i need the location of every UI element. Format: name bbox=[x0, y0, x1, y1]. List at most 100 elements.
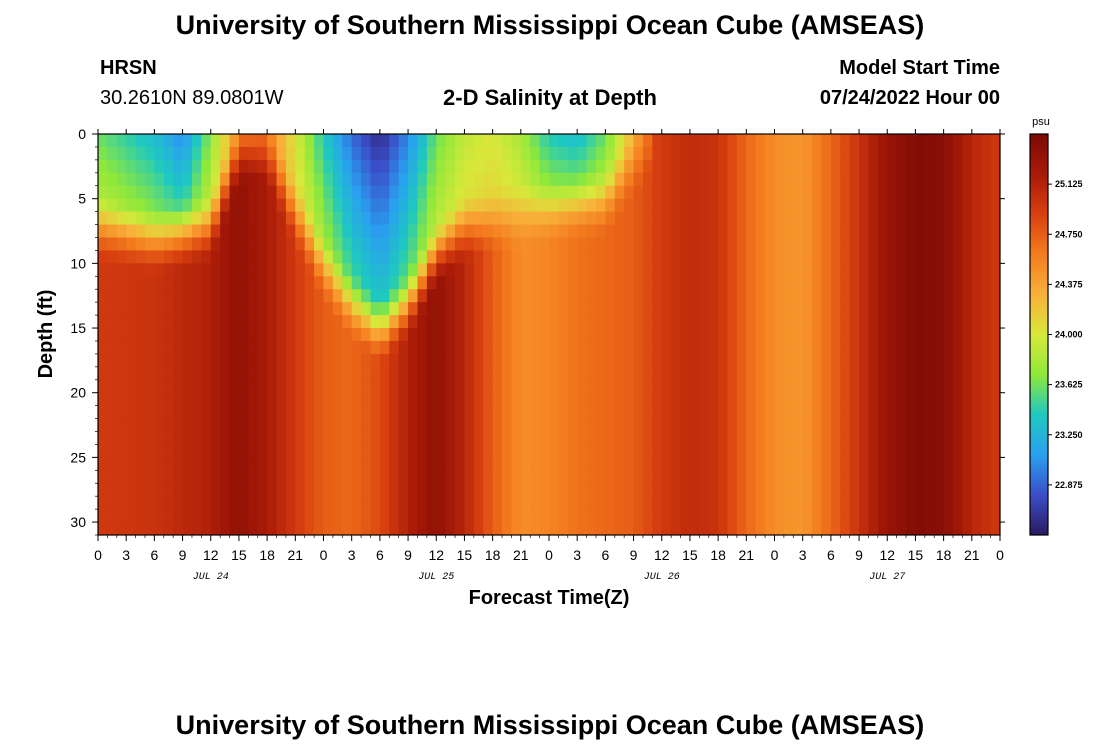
heatmap-cell bbox=[304, 315, 315, 329]
heatmap-cell bbox=[746, 159, 757, 174]
heatmap-cell bbox=[464, 134, 475, 148]
heatmap-cell bbox=[793, 263, 804, 277]
heatmap-cell bbox=[182, 185, 193, 200]
heatmap-cell bbox=[736, 302, 747, 316]
heatmap-cell bbox=[605, 302, 616, 316]
heatmap-cell bbox=[567, 224, 578, 239]
heatmap-cell bbox=[567, 470, 578, 484]
heatmap-cell bbox=[144, 289, 155, 303]
heatmap-cell bbox=[755, 340, 766, 355]
heatmap-cell bbox=[210, 185, 221, 200]
heatmap-cell bbox=[417, 431, 428, 446]
heatmap-cell bbox=[191, 328, 202, 342]
heatmap-cell bbox=[323, 172, 334, 187]
heatmap-cell bbox=[689, 224, 700, 239]
heatmap-cell bbox=[727, 263, 738, 277]
heatmap-cell bbox=[736, 340, 747, 355]
heatmap-cell bbox=[238, 405, 249, 420]
heatmap-cell bbox=[699, 263, 710, 277]
heatmap-cell bbox=[314, 366, 325, 381]
heatmap-cell bbox=[774, 276, 785, 290]
heatmap-cell bbox=[783, 315, 794, 329]
heatmap-cell bbox=[332, 457, 343, 471]
heatmap-cell bbox=[323, 159, 334, 174]
heatmap-cell bbox=[755, 431, 766, 446]
heatmap-cell bbox=[736, 289, 747, 303]
heatmap-cell bbox=[107, 263, 118, 277]
heatmap-cell bbox=[426, 379, 437, 394]
heatmap-cell bbox=[314, 509, 325, 523]
heatmap-cell bbox=[126, 134, 137, 148]
heatmap-cell bbox=[605, 198, 616, 213]
heatmap-cell bbox=[906, 315, 917, 329]
heatmap-cell bbox=[436, 172, 447, 187]
heatmap-cell bbox=[182, 483, 193, 497]
x-tick-label: 18 bbox=[710, 547, 726, 563]
heatmap-cell bbox=[727, 328, 738, 342]
heatmap-cell bbox=[408, 379, 419, 394]
heatmap-cell bbox=[173, 353, 184, 368]
heatmap-cell bbox=[398, 509, 409, 523]
heatmap-cell bbox=[849, 302, 860, 316]
heatmap-cell bbox=[689, 185, 700, 200]
heatmap-cell bbox=[661, 315, 672, 329]
heatmap-cell bbox=[868, 340, 879, 355]
heatmap-cell bbox=[812, 237, 823, 252]
heatmap-cell bbox=[783, 211, 794, 226]
heatmap-cell bbox=[558, 444, 569, 458]
heatmap-cell bbox=[990, 328, 1000, 342]
heatmap-cell bbox=[483, 509, 494, 523]
heatmap-cell bbox=[370, 366, 381, 381]
heatmap-cell bbox=[990, 431, 1000, 446]
x-tick-label: 12 bbox=[203, 547, 219, 563]
heatmap-cell bbox=[586, 315, 597, 329]
heatmap-cell bbox=[680, 224, 691, 239]
heatmap-cell bbox=[511, 496, 522, 510]
heatmap-cell bbox=[736, 211, 747, 226]
heatmap-cell bbox=[379, 392, 390, 407]
heatmap-cell bbox=[586, 509, 597, 523]
heatmap-cell bbox=[558, 392, 569, 407]
heatmap-cell bbox=[126, 237, 137, 252]
heatmap-cell bbox=[699, 276, 710, 290]
heatmap-cell bbox=[990, 366, 1000, 381]
heatmap-cell bbox=[605, 250, 616, 264]
heatmap-cell bbox=[98, 172, 108, 187]
heatmap-cell bbox=[417, 211, 428, 226]
heatmap-cell bbox=[802, 198, 813, 213]
heatmap-cell bbox=[191, 340, 202, 355]
heatmap-cell bbox=[455, 276, 466, 290]
heatmap-cell bbox=[755, 263, 766, 277]
heatmap-cell bbox=[642, 134, 653, 148]
heatmap-cell bbox=[201, 159, 212, 174]
heatmap-cell bbox=[370, 159, 381, 174]
heatmap-cell bbox=[708, 134, 719, 148]
heatmap-cell bbox=[323, 146, 334, 161]
heatmap-cell bbox=[953, 392, 964, 407]
salinity-chart: 0 3 6 9 12 15 18 21 0 3 6 9 12 15 18 21 0 3 6 9 12 15 18 21 0 3 6 9… bbox=[35, 116, 1083, 609]
heatmap-cell bbox=[257, 405, 268, 420]
heatmap-cell bbox=[361, 366, 372, 381]
heatmap-cell bbox=[699, 509, 710, 523]
heatmap-cell bbox=[257, 211, 268, 226]
heatmap-cell bbox=[323, 444, 334, 458]
heatmap-cell bbox=[295, 457, 306, 471]
heatmap-cell bbox=[765, 159, 776, 174]
heatmap-cell bbox=[774, 146, 785, 161]
heatmap-cell bbox=[924, 302, 935, 316]
heatmap-cell bbox=[558, 224, 569, 239]
heatmap-cell bbox=[417, 159, 428, 174]
heatmap-cell bbox=[539, 457, 550, 471]
heatmap-cell bbox=[699, 198, 710, 213]
heatmap-cell bbox=[389, 237, 400, 252]
heatmap-cell bbox=[962, 470, 973, 484]
heatmap-cell bbox=[248, 418, 259, 433]
heatmap-cell bbox=[267, 224, 278, 239]
heatmap-cell bbox=[689, 444, 700, 458]
heatmap-cell bbox=[511, 276, 522, 290]
heatmap-cell bbox=[746, 470, 757, 484]
heatmap-cell bbox=[379, 418, 390, 433]
heatmap-cell bbox=[962, 289, 973, 303]
heatmap-cell bbox=[642, 263, 653, 277]
heatmap-cell bbox=[840, 522, 851, 535]
